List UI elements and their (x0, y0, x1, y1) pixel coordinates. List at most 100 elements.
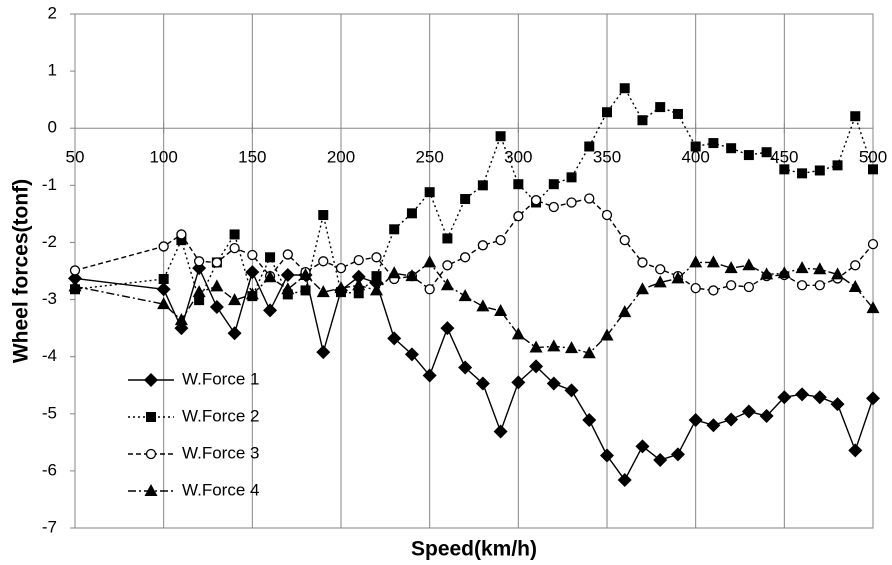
marker (708, 138, 719, 149)
marker (655, 264, 666, 275)
y-tick-label: 0 (48, 118, 57, 137)
marker (797, 168, 808, 179)
x-axis-title: Speed(km/h) (411, 538, 537, 561)
marker (582, 346, 596, 359)
x-tick-label: 400 (681, 148, 709, 167)
marker (565, 341, 579, 354)
marker (637, 115, 648, 126)
marker (68, 279, 82, 292)
marker (546, 376, 561, 391)
marker (866, 301, 880, 314)
marker (263, 303, 278, 318)
marker (635, 439, 650, 454)
legend-label: W.Force 4 (182, 480, 259, 499)
marker (228, 293, 242, 306)
marker (405, 269, 419, 282)
y-axis-title: Wheel forces(tonf) (10, 179, 33, 363)
marker (300, 285, 311, 296)
marker (706, 418, 721, 433)
marker (174, 313, 188, 326)
marker (547, 339, 561, 352)
marker (423, 255, 437, 268)
marker (335, 262, 347, 274)
marker (848, 279, 862, 292)
marker (814, 280, 825, 291)
marker (422, 368, 437, 383)
marker (529, 359, 544, 374)
marker (229, 243, 240, 254)
marker (176, 229, 187, 240)
marker (442, 233, 453, 244)
marker (688, 413, 703, 428)
marker (601, 209, 613, 221)
marker (440, 278, 454, 291)
marker (741, 404, 756, 419)
marker (316, 345, 331, 360)
marker (406, 208, 417, 219)
marker (389, 224, 400, 235)
series-line (74, 197, 874, 292)
marker (265, 252, 276, 263)
marker (369, 283, 383, 296)
marker (263, 270, 277, 283)
marker (742, 258, 756, 271)
marker (371, 271, 382, 282)
y-tick-label: 2 (48, 3, 57, 22)
y-tick-label: -1 (42, 175, 57, 194)
marker (850, 260, 861, 271)
marker (743, 281, 755, 293)
marker (176, 235, 187, 246)
marker (617, 473, 632, 488)
marker (724, 412, 739, 427)
legend-label: W.Force 3 (182, 443, 259, 462)
marker (635, 282, 649, 295)
marker (351, 269, 366, 284)
marker (352, 278, 366, 291)
marker (210, 279, 224, 292)
marker (282, 249, 293, 260)
marker (618, 305, 632, 318)
marker (145, 448, 157, 460)
marker (868, 164, 878, 175)
marker (316, 285, 330, 298)
marker (194, 295, 205, 306)
marker (600, 448, 614, 463)
marker (548, 179, 559, 190)
marker (192, 285, 206, 298)
marker (299, 267, 313, 280)
y-tick-label: -7 (42, 517, 57, 536)
marker (211, 257, 223, 268)
marker (600, 328, 614, 341)
marker (458, 360, 473, 375)
marker (831, 267, 845, 280)
marker (726, 143, 737, 154)
marker (777, 266, 791, 279)
legend-item: W.Force 2 (128, 406, 259, 425)
marker (318, 210, 329, 221)
marker (602, 107, 612, 118)
marker (513, 179, 524, 190)
marker (795, 387, 810, 402)
marker (671, 271, 685, 284)
x-tick-label: 450 (770, 148, 798, 167)
marker (460, 194, 471, 205)
marker (459, 252, 471, 263)
marker (146, 412, 156, 422)
y-tick-label: 1 (48, 61, 57, 80)
marker (475, 376, 490, 391)
marker (280, 267, 295, 282)
marker (706, 255, 720, 268)
marker (653, 453, 668, 468)
marker (247, 249, 258, 261)
marker (619, 235, 630, 246)
marker (513, 211, 524, 222)
marker (424, 187, 435, 198)
marker (493, 424, 508, 439)
y-tick-label: -2 (42, 232, 57, 251)
y-tick-label: -5 (42, 403, 57, 422)
marker (193, 256, 205, 267)
marker (477, 180, 488, 191)
marker (334, 281, 348, 294)
